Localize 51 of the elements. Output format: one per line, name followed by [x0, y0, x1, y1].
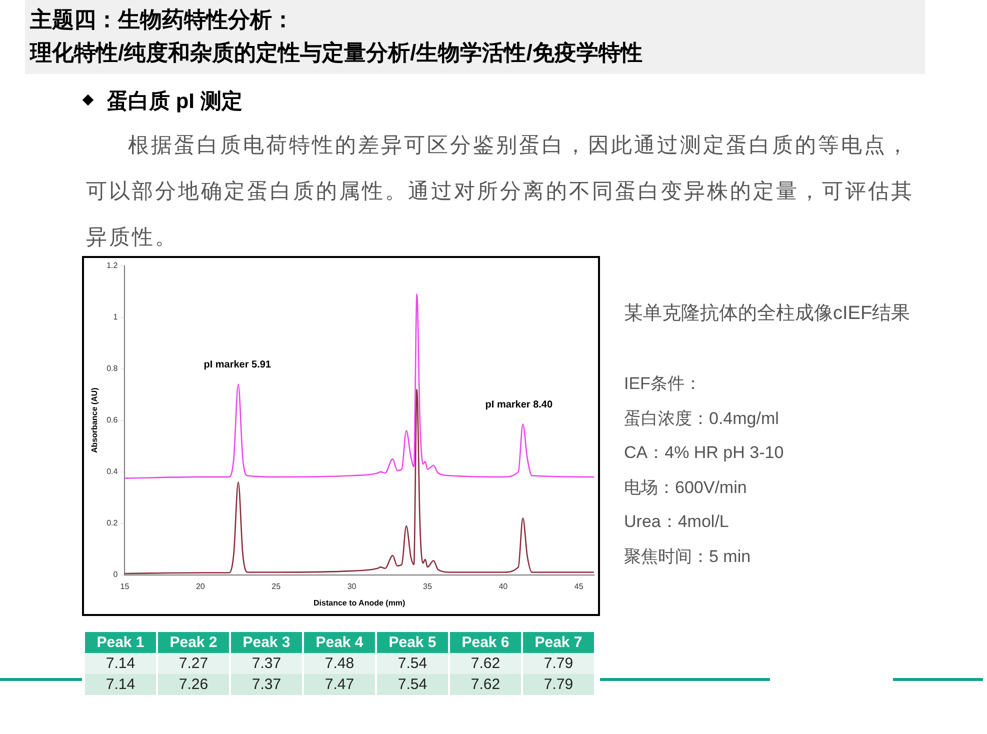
x-axis-title: Distance to Anode (mm) — [314, 598, 406, 608]
x-tick-label: 20 — [196, 582, 206, 591]
text: Peak 5 — [377, 632, 448, 653]
y-axis-title: Absorbance (AU) — [90, 387, 100, 453]
text: Urea：4mol/L — [624, 511, 729, 533]
text: Peak 3 — [231, 632, 302, 653]
y-tick-label: 0.2 — [106, 518, 118, 528]
text: 电场：600V/min — [624, 477, 747, 499]
y-tick-label: 1 — [113, 312, 118, 322]
text: 7.48 — [304, 653, 375, 674]
text: 7.79 — [523, 674, 594, 695]
text: 7.54 — [377, 674, 448, 695]
chart-subtitle: 理化特性/纯度和杂质的定性与定量分析/生物学活性/免疫学特性 — [30, 39, 642, 67]
text: 7.47 — [304, 674, 375, 695]
y-tick-label: 0.6 — [106, 416, 118, 425]
text: 根据蛋白质电荷特性的差异可区分鉴别蛋白，因此通过测定蛋白质的等电点，可以部分地确定蛋白质的属性。通过对所分离的不同蛋白变异株的定量，可评估其异质性。 — [86, 132, 915, 251]
y-tick-label: 0.4 — [106, 467, 118, 476]
x-tick-label: 30 — [347, 582, 357, 591]
annotation: pI marker 8.40 — [485, 400, 553, 411]
y-tick-label: 0.8 — [106, 364, 118, 374]
text: Peak 1 — [85, 632, 156, 653]
x-tick-label: 40 — [498, 582, 508, 591]
text: CA：4% HR pH 3-10 — [624, 442, 784, 464]
text: 某单克隆抗体的全柱成像cIEF结果 — [624, 302, 910, 326]
text: 7.62 — [450, 653, 521, 674]
text: 7.14 — [85, 674, 156, 695]
text: 7.26 — [158, 674, 229, 695]
text: 蛋白质 pI 测定 — [107, 88, 242, 115]
annotation: pI marker 5.91 — [204, 359, 272, 370]
text: 7.37 — [231, 653, 302, 674]
x-tick-label: 45 — [574, 582, 584, 591]
text: IEF条件： — [624, 373, 702, 395]
text: 7.79 — [523, 653, 594, 674]
y-tick-label: 1.2 — [106, 261, 118, 270]
x-tick-label: 15 — [120, 582, 130, 591]
x-tick-label: 25 — [272, 582, 282, 591]
text: 7.37 — [231, 674, 302, 695]
text: 蛋白浓度：0.4mg/ml — [624, 408, 779, 430]
chart-title: 主题四：生物药特性分析： — [30, 6, 294, 34]
text: 7.27 — [158, 653, 229, 674]
text: Peak 4 — [304, 632, 375, 653]
text: 7.62 — [450, 674, 521, 695]
text: 7.14 — [85, 653, 156, 674]
text: 7.54 — [377, 653, 448, 674]
text: Peak 7 — [523, 632, 594, 653]
x-tick-label: 35 — [423, 582, 432, 591]
line-series — [124, 293, 594, 479]
text: Peak 6 — [450, 632, 521, 653]
y-tick-label: 0 — [113, 570, 118, 580]
text: 聚焦时间：5 min — [624, 546, 751, 568]
text: Peak 2 — [158, 632, 229, 653]
